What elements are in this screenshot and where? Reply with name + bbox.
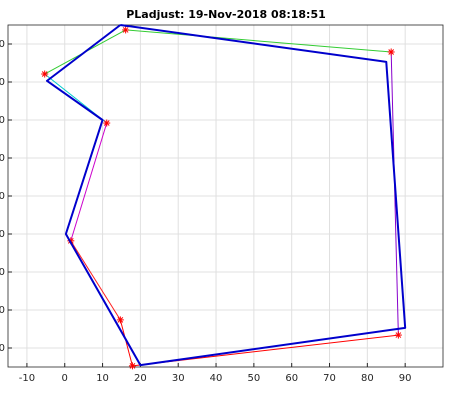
line-segment (70, 240, 121, 321)
y-tick-label: 20 (0, 267, 5, 278)
marker (103, 119, 111, 127)
y-tick-label: 60 (0, 115, 5, 126)
x-tick-label: 50 (248, 373, 261, 384)
x-tick-label: 60 (285, 373, 298, 384)
line-segment (70, 122, 108, 241)
y-tick-label: 10 (0, 305, 5, 316)
marker (394, 331, 402, 339)
x-tick-label: 0 (62, 373, 68, 384)
y-tick-label: 0 (0, 343, 5, 354)
x-tick-label: 20 (134, 373, 147, 384)
marker (41, 70, 49, 78)
y-tick-label: 70 (0, 77, 5, 88)
axes-box (7, 24, 444, 368)
chart-title: PLadjust: 19-Nov-2018 08:18:51 (126, 8, 326, 21)
x-tick-label: 80 (361, 373, 374, 384)
y-tick-label: 80 (0, 39, 5, 50)
x-tick-label: 30 (172, 373, 185, 384)
marker (128, 362, 136, 370)
x-tick-label: 10 (96, 373, 109, 384)
line-segment (119, 319, 133, 366)
marker (122, 26, 130, 34)
x-tick-label: 70 (323, 373, 336, 384)
x-tick-label: 90 (399, 373, 412, 384)
line-segment (125, 29, 392, 53)
marker (387, 48, 395, 56)
line (45, 24, 407, 367)
y-tick-label: 50 (0, 153, 5, 164)
x-tick-label: 40 (210, 373, 223, 384)
marker (116, 316, 124, 324)
y-tick-label: 30 (0, 229, 5, 240)
y-tick-label: 40 (0, 191, 5, 202)
x-tick-label: -10 (19, 373, 35, 384)
